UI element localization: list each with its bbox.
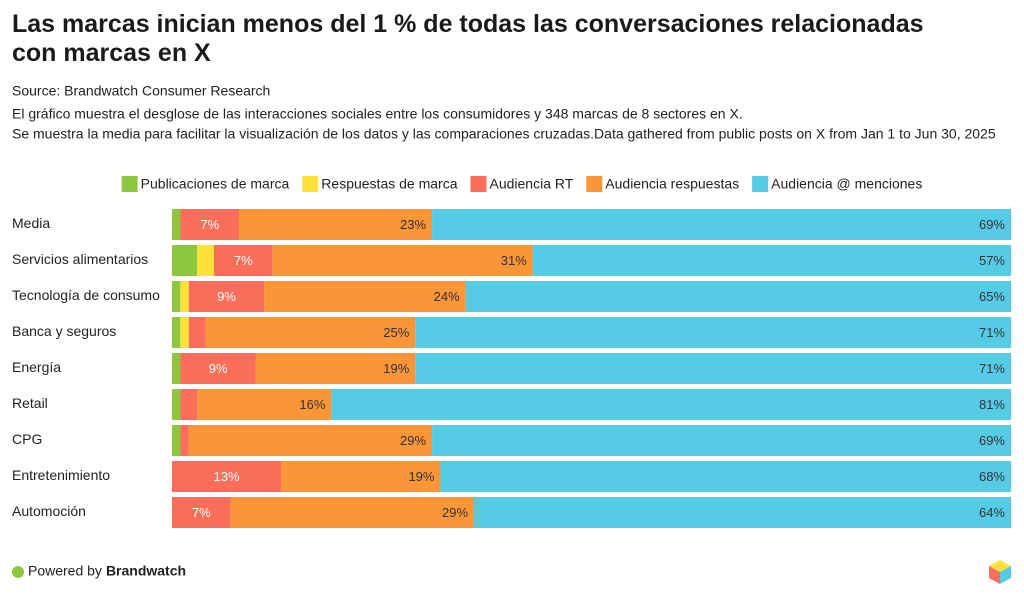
bar-segment xyxy=(172,281,181,312)
bar-segment xyxy=(239,209,433,240)
description: El gráfico muestra el desglose de las in… xyxy=(12,106,743,122)
value-label: 64% xyxy=(979,505,1005,520)
value-label: 71% xyxy=(979,325,1005,340)
footer-brand: Brandwatch xyxy=(106,563,186,579)
bar-segment xyxy=(474,497,1011,528)
value-label: 7% xyxy=(234,253,253,268)
value-label: 65% xyxy=(979,289,1005,304)
category-label: Media xyxy=(12,215,50,231)
category-label: Banca y seguros xyxy=(12,323,116,339)
value-label: 69% xyxy=(979,217,1005,232)
category-label: Servicios alimentarios xyxy=(12,251,148,267)
bar-segment xyxy=(264,281,466,312)
bar-segment xyxy=(331,389,1011,420)
bar-segment xyxy=(172,353,181,384)
footer-text: Powered by xyxy=(28,563,102,579)
category-label: Retail xyxy=(12,395,48,411)
value-label: 69% xyxy=(979,433,1005,448)
bar-segment xyxy=(172,461,282,492)
value-label: 71% xyxy=(979,361,1005,376)
footer-dot xyxy=(12,566,24,578)
category-label: Energía xyxy=(12,359,61,375)
bar-segment xyxy=(197,389,332,420)
bar-segment xyxy=(180,209,240,240)
bar-segment xyxy=(172,209,181,240)
value-label: 29% xyxy=(442,505,468,520)
bar-segment xyxy=(272,245,533,276)
bar-segment xyxy=(172,425,181,456)
legend-label: Respuestas de marca xyxy=(321,176,457,192)
value-label: 9% xyxy=(217,289,236,304)
legend-label: Publicaciones de marca xyxy=(141,176,290,192)
bar-segment xyxy=(213,245,273,276)
value-label: 25% xyxy=(383,325,409,340)
value-label: 19% xyxy=(408,469,434,484)
legend-swatch xyxy=(121,176,138,192)
value-label: 9% xyxy=(209,361,228,376)
bar-segment xyxy=(230,497,475,528)
value-label: 68% xyxy=(979,469,1005,484)
legend-swatch xyxy=(586,176,603,192)
category-label: Automoción xyxy=(12,503,86,519)
category-label: Entretenimiento xyxy=(12,467,110,483)
bar-segment xyxy=(205,317,416,348)
value-label: 16% xyxy=(299,397,325,412)
bar-segment xyxy=(432,425,1012,456)
logo xyxy=(989,560,1011,584)
bar-segment xyxy=(172,245,198,276)
bar-segment xyxy=(172,497,231,528)
bar-segment xyxy=(188,425,433,456)
legend-swatch xyxy=(752,176,769,192)
category-label: Tecnología de consumo xyxy=(12,287,160,303)
bar-segment xyxy=(281,461,441,492)
category-label: CPG xyxy=(12,431,42,447)
bar-segment xyxy=(180,353,256,384)
bar-segment xyxy=(188,281,265,312)
bar-segment xyxy=(440,461,1012,492)
bar-segment xyxy=(465,281,1011,312)
legend-swatch xyxy=(470,176,487,192)
legend-label: Audiencia RT xyxy=(489,176,573,192)
bar-segment xyxy=(532,245,1011,276)
bar-segment xyxy=(172,317,181,348)
bar-segment xyxy=(415,317,1011,348)
value-label: 7% xyxy=(192,505,211,520)
bar-segment xyxy=(197,245,214,276)
legend-label: Audiencia respuestas xyxy=(605,176,739,192)
legend-label: Audiencia @ menciones xyxy=(771,176,922,192)
bar-segment xyxy=(415,353,1011,384)
bar-segment xyxy=(255,353,416,384)
source: Source: Brandwatch Consumer Research xyxy=(12,83,270,99)
value-label: 23% xyxy=(400,217,426,232)
value-label: 57% xyxy=(979,253,1005,268)
bar-segment xyxy=(188,317,206,348)
bar-segment xyxy=(180,317,189,348)
bar-segment xyxy=(432,209,1012,240)
bar-segment xyxy=(180,389,198,420)
legend-swatch xyxy=(302,176,319,192)
value-label: 81% xyxy=(979,397,1005,412)
value-label: 19% xyxy=(383,361,409,376)
bar-segment xyxy=(180,425,189,456)
value-label: 7% xyxy=(200,217,219,232)
chart-title: Las marcas inician menos del 1 % de toda… xyxy=(12,10,924,67)
description: Se muestra la media para facilitar la vi… xyxy=(12,126,996,142)
bar-segment xyxy=(180,281,189,312)
value-label: 24% xyxy=(434,289,460,304)
bar-segment xyxy=(172,389,181,420)
value-label: 29% xyxy=(400,433,426,448)
value-label: 13% xyxy=(214,469,240,484)
value-label: 31% xyxy=(501,253,527,268)
